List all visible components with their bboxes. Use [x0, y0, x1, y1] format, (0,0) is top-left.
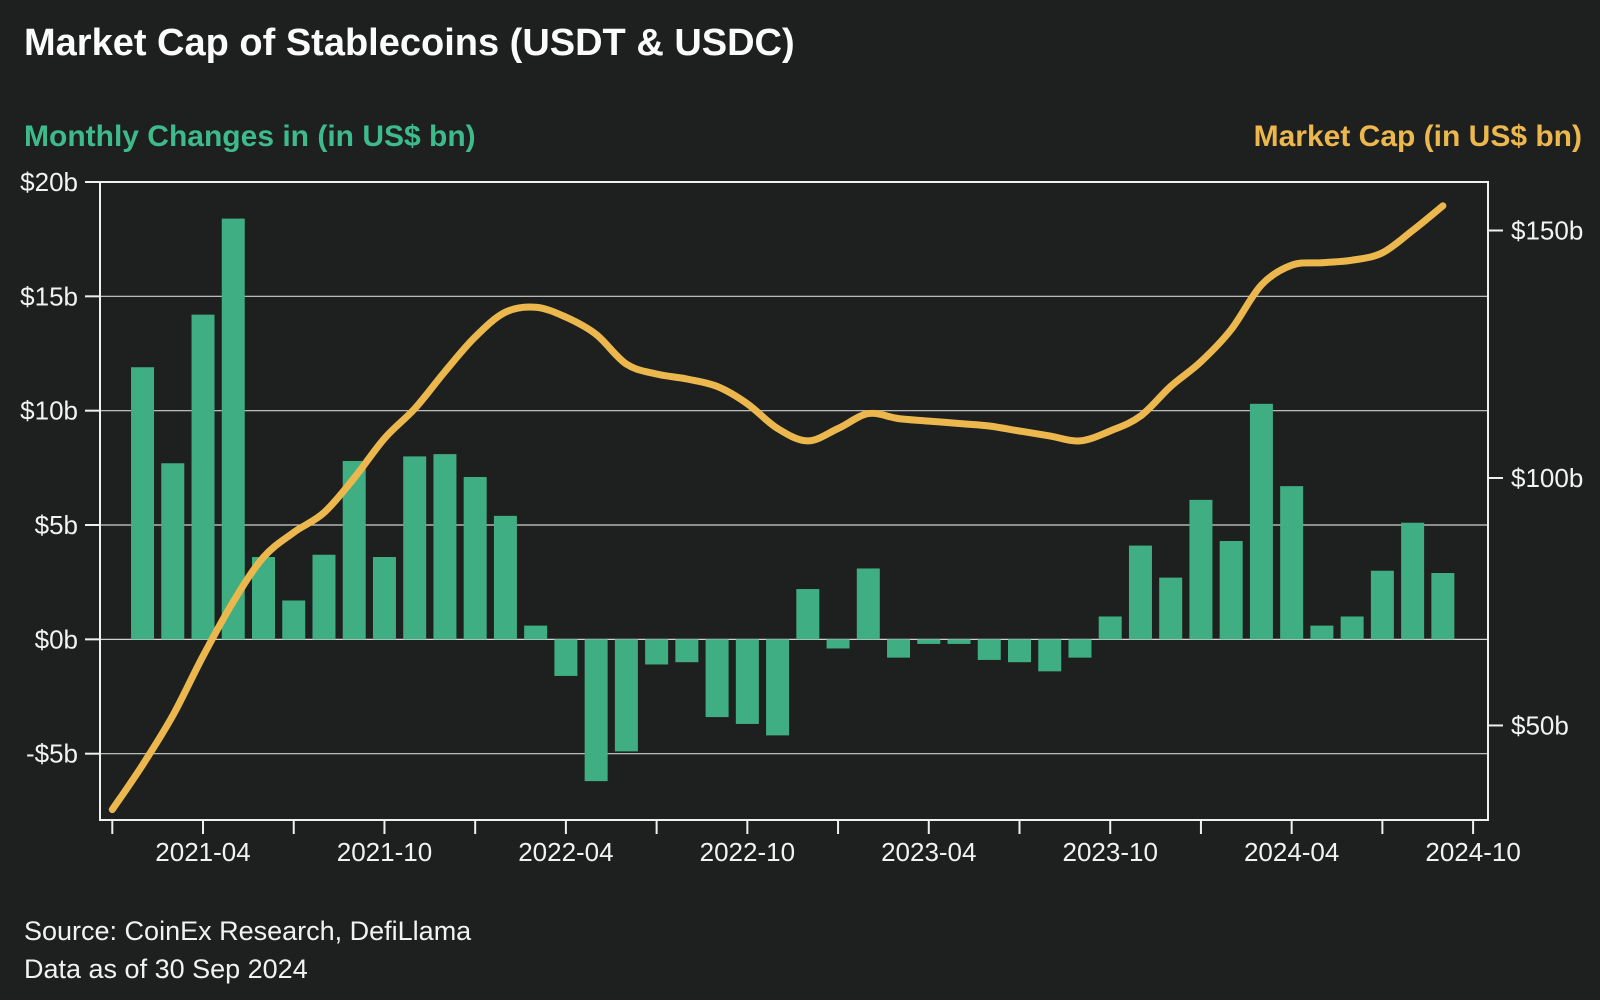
bar-2023-11: [1128, 545, 1152, 640]
right-tick-label-$100b: $100b: [1511, 463, 1583, 493]
bar-2023-09: [1068, 639, 1092, 658]
bar-2022-08: [675, 639, 699, 663]
left-tick-label-$15b: $15b: [20, 281, 78, 311]
bar-2023-10: [1098, 616, 1122, 640]
bar-2023-05: [947, 639, 971, 644]
bar-2021-11: [403, 456, 427, 640]
left-axis-series-label: Monthly Changes in (in US$ bn): [24, 120, 476, 153]
x-tick-label-2022-10: 2022-10: [700, 837, 795, 867]
bar-2022-01: [463, 476, 487, 640]
bar-2024-07: [1370, 570, 1394, 640]
bar-2024-02: [1219, 541, 1243, 640]
bar-2021-05: [221, 218, 245, 640]
left-tick-label-$5b: $5b: [35, 510, 78, 540]
x-tick-label-2021-10: 2021-10: [337, 837, 432, 867]
x-tick-label-2021-04: 2021-04: [155, 837, 250, 867]
x-tick-label-2023-10: 2023-10: [1063, 837, 1158, 867]
bar-2024-09: [1431, 573, 1455, 640]
bar-2022-04: [554, 639, 578, 676]
bar-2023-07: [1008, 639, 1031, 663]
bar-2023-04: [917, 639, 941, 644]
source-line: Source: CoinEx Research, DefiLlama: [24, 916, 472, 946]
plot-border: [99, 181, 1489, 821]
bar-2023-02: [856, 568, 880, 640]
bar-2023-12: [1159, 577, 1183, 640]
left-tick-label--$5b: -$5b: [26, 739, 78, 769]
right-tick-label-$150b: $150b: [1511, 216, 1583, 246]
bar-2021-06: [252, 557, 275, 640]
bar-2022-05: [584, 639, 608, 782]
bar-2022-03: [524, 625, 548, 640]
x-tick-label-2024-04: 2024-04: [1244, 837, 1339, 867]
x-tick-label-2024-10: 2024-10: [1425, 837, 1520, 867]
bar-2022-07: [645, 639, 669, 665]
bar-2021-10: [372, 557, 396, 640]
bar-2023-06: [977, 639, 1001, 660]
source-note: Source: CoinEx Research, DefiLlama Data …: [24, 912, 471, 988]
bar-2021-03: [161, 463, 185, 640]
left-tick-label-$0b: $0b: [35, 624, 78, 654]
bar-2021-02: [131, 367, 155, 640]
right-axis-series-label: Market Cap (in US$ bn): [1253, 120, 1582, 153]
bar-2024-06: [1340, 616, 1364, 640]
bar-2024-01: [1189, 499, 1213, 640]
x-tick-label-2022-04: 2022-04: [518, 837, 613, 867]
bar-2021-12: [433, 454, 457, 640]
bar-2022-09: [705, 639, 729, 718]
bar-2022-06: [614, 639, 638, 752]
as-of-line: Data as of 30 Sep 2024: [24, 954, 308, 984]
bar-2022-12: [796, 589, 820, 640]
bar-2021-07: [282, 600, 306, 640]
bar-2022-02: [493, 515, 517, 640]
bar-2023-03: [887, 639, 911, 658]
bar-2021-08: [312, 554, 336, 640]
bar-2021-09: [342, 460, 366, 640]
x-tick-label-2023-04: 2023-04: [881, 837, 976, 867]
right-tick-label-$50b: $50b: [1511, 710, 1569, 740]
left-tick-label-$10b: $10b: [20, 396, 78, 426]
bar-2024-03: [1249, 403, 1273, 640]
marketcap-line: [108, 202, 1447, 814]
bar-2024-04: [1280, 486, 1304, 640]
bar-2022-11: [766, 639, 790, 736]
left-tick-label-$20b: $20b: [20, 167, 78, 197]
bar-2024-05: [1310, 625, 1334, 640]
bar-2023-08: [1038, 639, 1062, 672]
bar-2024-08: [1401, 522, 1425, 640]
bar-2022-10: [735, 639, 759, 724]
bar-2023-01: [826, 639, 850, 649]
page-title: Market Cap of Stablecoins (USDT & USDC): [24, 22, 795, 64]
bar-2021-04: [191, 314, 215, 640]
